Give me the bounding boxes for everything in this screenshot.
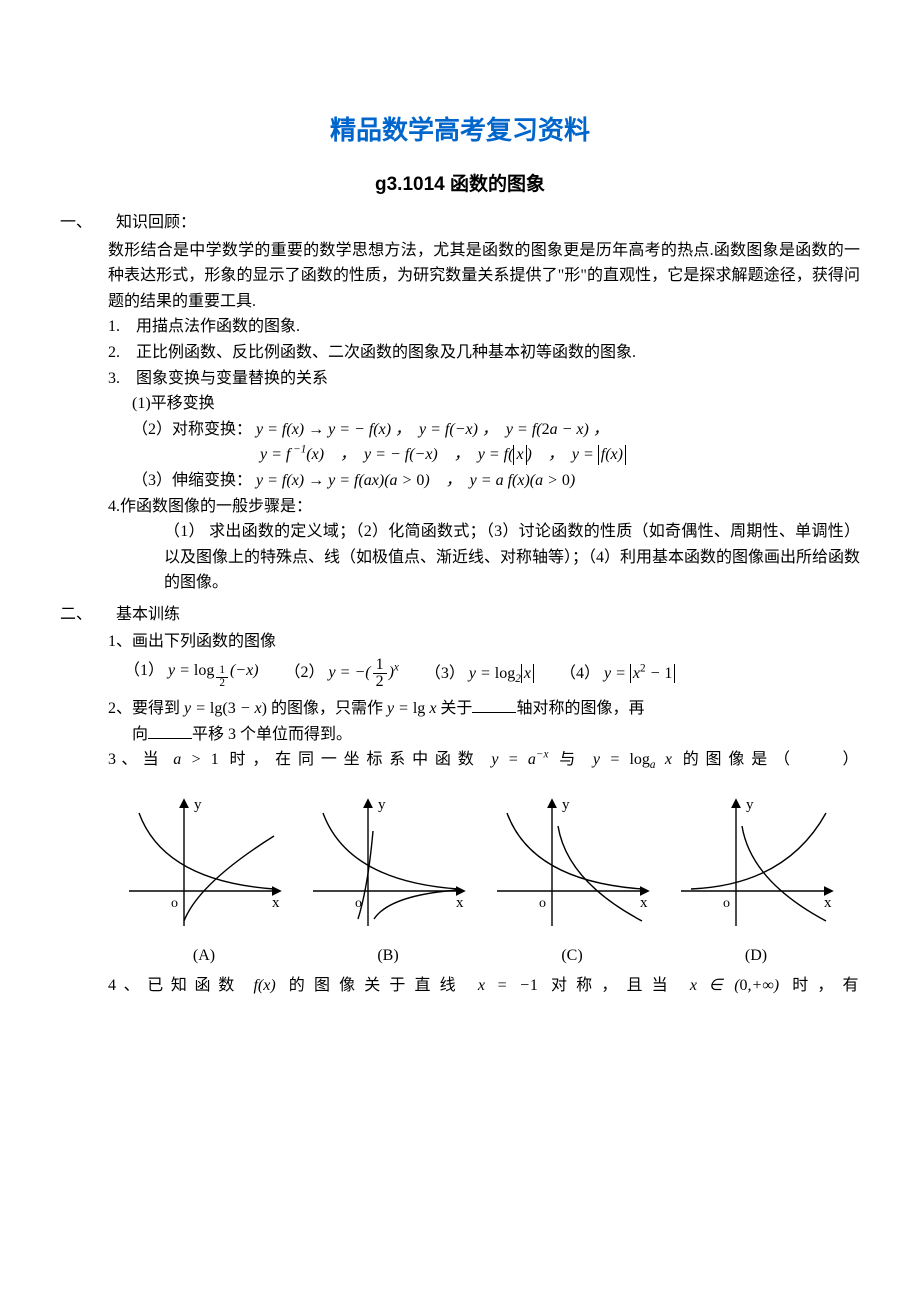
svg-text:y: y — [746, 797, 754, 813]
q1-head: 1、画出下列函数的图像 — [60, 629, 860, 655]
section-2-heading: 二、 基本训练 — [60, 602, 860, 628]
item-1: 1. 用描点法作函数的图象. — [60, 314, 860, 340]
q4: 4、已知函数 f(x) 的图像关于直线 x = −1 对称，且当 x ∈ (0,… — [60, 973, 860, 999]
label-sym: （2）对称变换： — [132, 421, 252, 438]
svg-text:y: y — [562, 797, 570, 813]
formula-sym-1: y = f(x) → y = − f(x) ， y = f(−x) ， y = … — [256, 421, 609, 438]
svg-text:o: o — [539, 896, 546, 911]
chart-a-svg: y x o — [124, 791, 284, 931]
chart-d-label: (D) — [676, 943, 836, 969]
section-1-heading: 一、 知识回顾： — [60, 210, 860, 236]
formula-stretch: y = f(x) → y = f(ax)(a > 0) ， y = a f(x)… — [256, 472, 575, 489]
svg-text:o: o — [723, 896, 730, 911]
formula-sym-2: y = f −1(x) ， y = − f(−x) ， y = f(x) ， y… — [260, 446, 626, 463]
page-title: 精品数学高考复习资料 — [60, 110, 860, 152]
chart-b-label: (B) — [308, 943, 468, 969]
blank-axis[interactable] — [472, 712, 516, 713]
q1-d: （4） y = x2 − 1 — [560, 661, 675, 687]
chart-d-svg: y x o — [676, 791, 836, 931]
chart-c-svg: y x o — [492, 791, 652, 931]
svg-text:x: x — [272, 895, 280, 911]
q3: 3、当 a > 1 时，在同一坐标系中函数 y = a−x 与 y = loga… — [60, 747, 860, 773]
svg-text:x: x — [824, 895, 832, 911]
item-4-body: （1） 求出函数的定义域；（2）化简函数式；（3）讨论函数的性质（如奇偶性、周期… — [60, 519, 860, 596]
svg-text:y: y — [194, 797, 202, 813]
blank-direction[interactable] — [148, 738, 192, 739]
item-3-2: （2）对称变换： y = f(x) → y = − f(x) ， y = f(−… — [60, 417, 860, 443]
chart-a: y x o (A) — [124, 791, 284, 969]
svg-text:x: x — [456, 895, 464, 911]
item-3: 3. 图象变换与变量替换的关系 — [60, 366, 860, 392]
chart-a-label: (A) — [124, 943, 284, 969]
chart-row: y x o (A) y x o (B) y x o (C) — [60, 783, 860, 973]
item-2: 2. 正比例函数、反比例函数、二次函数的图象及几种基本初等函数的图象. — [60, 340, 860, 366]
chart-d: y x o (D) — [676, 791, 836, 969]
chart-b-svg: y x o — [308, 791, 468, 931]
item-3-1: (1)平移变换 — [60, 391, 860, 417]
item-3-3: （3）伸缩变换： y = f(x) → y = f(ax)(a > 0) ， y… — [60, 468, 860, 494]
q1-a: （1） y = log12(−x) — [124, 658, 259, 688]
svg-text:x: x — [640, 895, 648, 911]
page-subtitle: g3.1014 函数的图象 — [60, 170, 860, 200]
q2-line2: 向平移 3 个单位而得到。 — [60, 722, 860, 748]
svg-text:y: y — [378, 797, 386, 813]
q1-items: （1） y = log12(−x) （2） y = −(12)x （3） y =… — [60, 657, 860, 690]
q2: 2、要得到 y = lg(3 − x) 的图像，只需作 y = lg x 关于轴… — [60, 696, 860, 722]
item-3-2b: y = f −1(x) ， y = − f(−x) ， y = f(x) ， y… — [60, 442, 860, 468]
q1-b: （2） y = −(12)x — [285, 657, 399, 690]
section-1-intro: 数形结合是中学数学的重要的数学思想方法，尤其是函数的图象更是历年高考的热点.函数… — [60, 238, 860, 315]
item-4-head: 4.作函数图像的一般步骤是： — [60, 494, 860, 520]
svg-text:o: o — [171, 896, 178, 911]
chart-c: y x o (C) — [492, 791, 652, 969]
chart-c-label: (C) — [492, 943, 652, 969]
chart-b: y x o (B) — [308, 791, 468, 969]
label-stretch: （3）伸缩变换： — [132, 472, 252, 489]
q1-c: （3） y = log2x — [425, 661, 534, 687]
